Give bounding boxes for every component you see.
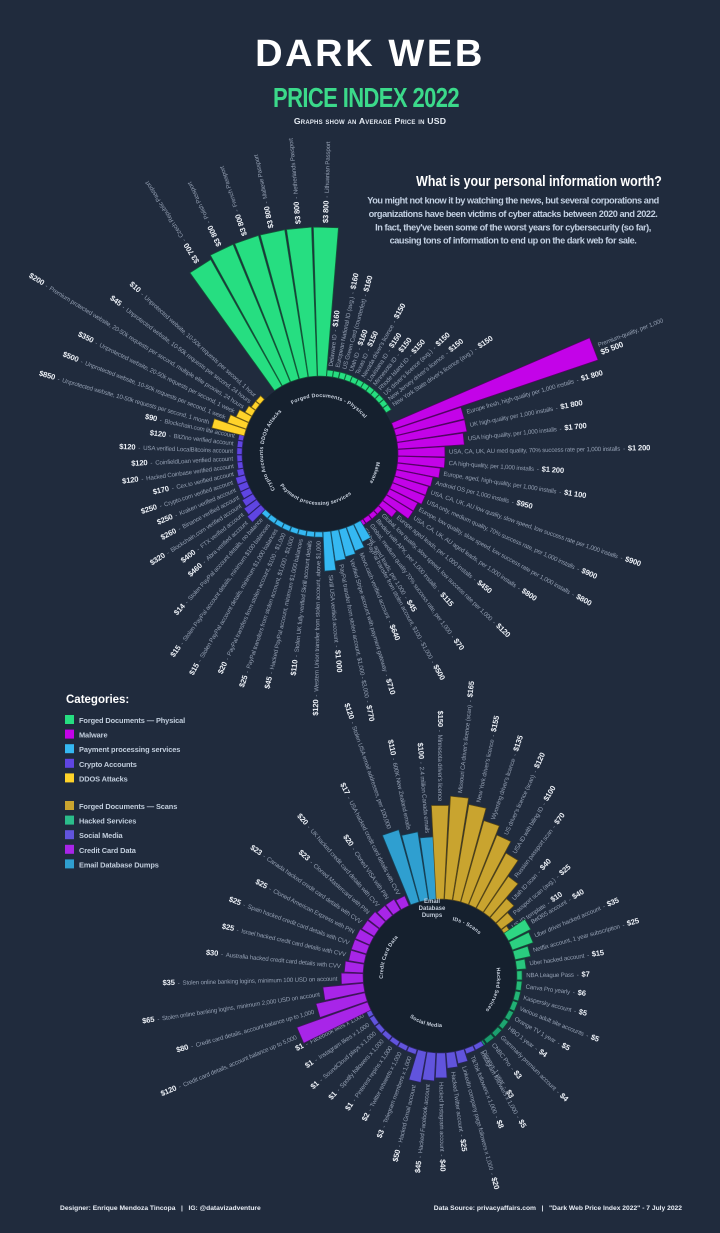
svg-text:Crypto Accounts: Crypto Accounts — [79, 760, 137, 769]
svg-text:Designer: Enrique Mendoza Tinc: Designer: Enrique Mendoza Tincopa | IG: … — [60, 1205, 261, 1212]
svg-text:Malware: Malware — [79, 731, 107, 740]
svg-text:$3 800 - Lithuanian Passport: $3 800 - Lithuanian Passport — [321, 141, 332, 223]
svg-text:$120 - CoinfieldLoan verified: $120 - CoinfieldLoan verified account — [131, 454, 234, 468]
svg-text:PRICE INDEX 2022: PRICE INDEX 2022 — [273, 83, 459, 114]
svg-text:Database: Database — [419, 906, 446, 912]
svg-text:In fact, they've been some of: In fact, they've been some of the worst … — [375, 222, 651, 232]
svg-text:Email: Email — [424, 899, 440, 905]
svg-text:$150 - Minnesota driver's lice: $150 - Minnesota driver's licence — [436, 711, 445, 802]
svg-text:$35 - Stolen online banking lo: $35 - Stolen online banking logins, mini… — [162, 974, 337, 988]
svg-text:NBA League Pass - $7: NBA League Pass - $7 — [526, 970, 590, 980]
svg-text:Graphs show an Average Price i: Graphs show an Average Price in USD — [294, 116, 446, 126]
svg-text:Forged Documents — Physical: Forged Documents — Physical — [79, 716, 185, 725]
svg-text:Hacked Instagram account - $40: Hacked Instagram account - $40 — [437, 1082, 447, 1172]
svg-text:organizations have been victim: organizations have been victims of cyber… — [369, 209, 658, 219]
svg-text:Categories:: Categories: — [66, 694, 129, 706]
svg-text:Delaware ID - $160: Delaware ID - $160 — [326, 310, 342, 367]
svg-text:USA, CA, UK, AU med quality, 7: USA, CA, UK, AU med quality, 70% success… — [449, 443, 650, 456]
svg-text:Payment processing services: Payment processing services — [79, 745, 180, 754]
svg-text:causing tons of information to: causing tons of information to end up on… — [390, 236, 637, 246]
svg-text:Dumps: Dumps — [422, 913, 443, 919]
svg-text:You might not know it by watch: You might not know it by watching the ne… — [367, 196, 659, 206]
svg-text:What is your personal informat: What is your personal information worth? — [416, 173, 662, 189]
svg-text:DARK WEB: DARK WEB — [255, 33, 485, 75]
svg-text:Credit Card Data: Credit Card Data — [79, 846, 137, 855]
svg-text:Data Source: privacyaffairs.co: Data Source: privacyaffairs.com | "Dark … — [434, 1205, 682, 1212]
svg-text:Email Database Dumps: Email Database Dumps — [79, 860, 159, 869]
svg-text:Social Media: Social Media — [79, 831, 124, 840]
svg-text:DDOS Attacks: DDOS Attacks — [79, 774, 128, 783]
svg-text:$120 - Western Union transfer: $120 - Western Union transfer from stole… — [311, 540, 323, 715]
svg-text:Hacked Services: Hacked Services — [79, 817, 136, 826]
svg-text:$120 - USA verified LocalBitco: $120 - USA verified LocalBitcoins accoun… — [119, 442, 234, 455]
svg-text:Forged Documents — Scans: Forged Documents — Scans — [79, 802, 177, 811]
